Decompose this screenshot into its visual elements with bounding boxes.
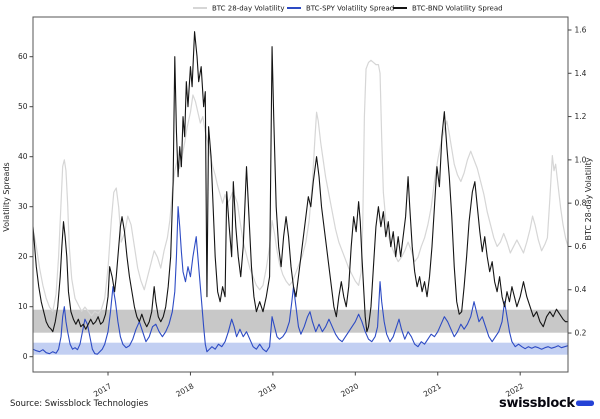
left-tick-label: 10 (18, 302, 28, 311)
left-axis-title: Volatility Spreads (2, 162, 11, 231)
right-tick-label: 1.6 (575, 25, 587, 34)
left-axis: 0 10 20 30 40 50 60 (18, 52, 33, 361)
left-tick-label: 0 (23, 352, 28, 361)
right-axis: 0.2 0.4 0.6 0.8 1.0 1.2 1.4 1.6 (568, 25, 587, 338)
series-line-btc-bnd-volatility-spread (33, 31, 568, 333)
legend-label-btc-spy-spread: BTC-SPY Volatility Spread (306, 5, 394, 13)
right-tick-label: 1.2 (575, 112, 587, 121)
right-tick-label: 1.4 (575, 69, 587, 78)
lower-spread-band (33, 342, 568, 355)
upper-spread-band (33, 309, 568, 333)
x-tick-label: 2021 (422, 381, 443, 398)
brand-dash-icon (576, 400, 594, 406)
x-tick-label: 2017 (92, 381, 113, 398)
plot-border (32, 16, 569, 373)
brand-logo: swissblock (499, 396, 594, 411)
left-tick-label: 60 (18, 52, 28, 61)
plot-frame (32, 16, 569, 373)
right-tick-label: 1.0 (575, 155, 587, 164)
right-tick-label: 0.4 (575, 285, 587, 294)
series-line-btc-spy-volatility-spread (33, 206, 568, 355)
brand-wordmark: swissblock (499, 396, 575, 411)
x-tick-label: 2020 (339, 381, 360, 398)
series-line-btc-28-day-volatility (33, 59, 568, 317)
left-tick-label: 40 (18, 152, 28, 161)
right-axis-title: BTC 28-day Volatility (584, 157, 593, 240)
legend-label-btc-28day-volatility: BTC 28-day Volatility (212, 5, 285, 13)
plot-area (33, 31, 568, 355)
x-axis: 2017 2018 2019 2020 2021 2022 (92, 372, 525, 399)
left-tick-label: 20 (18, 252, 28, 261)
right-tick-label: 0.8 (575, 199, 587, 208)
left-tick-label: 50 (18, 102, 28, 111)
right-tick-label: 0.2 (575, 329, 587, 338)
source-text: Source: Swissblock Technologies (10, 399, 149, 409)
x-tick-label: 2019 (257, 381, 278, 398)
x-tick-label: 2018 (174, 381, 195, 398)
right-tick-label: 0.6 (575, 242, 587, 251)
legend-label-btc-bnd-spread: BTC-BND Volatility Spread (412, 5, 503, 13)
left-tick-label: 30 (18, 202, 28, 211)
legend: BTC 28-day Volatility BTC-SPY Volatility… (193, 5, 503, 13)
